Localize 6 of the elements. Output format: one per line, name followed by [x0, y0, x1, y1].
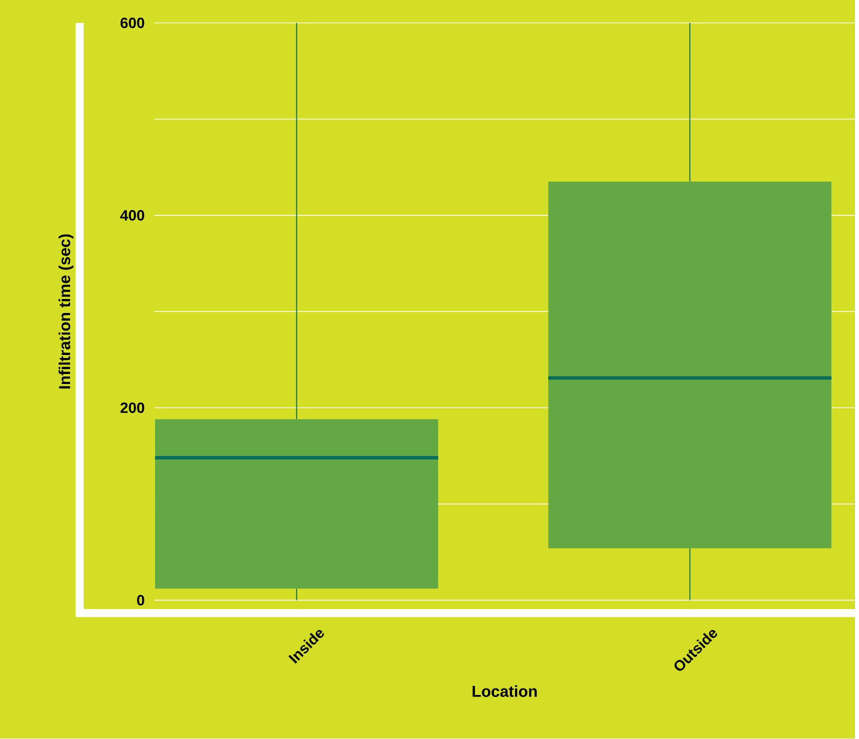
y-tick-label: 200 [120, 402, 144, 414]
x-axis-title: Location [472, 686, 537, 698]
y-tick-label: 600 [120, 18, 144, 28]
y-tick-label: 0 [137, 595, 144, 606]
y-axis-title: Infiltration time (sec) [58, 234, 74, 389]
y-tick-label: 400 [120, 210, 144, 221]
